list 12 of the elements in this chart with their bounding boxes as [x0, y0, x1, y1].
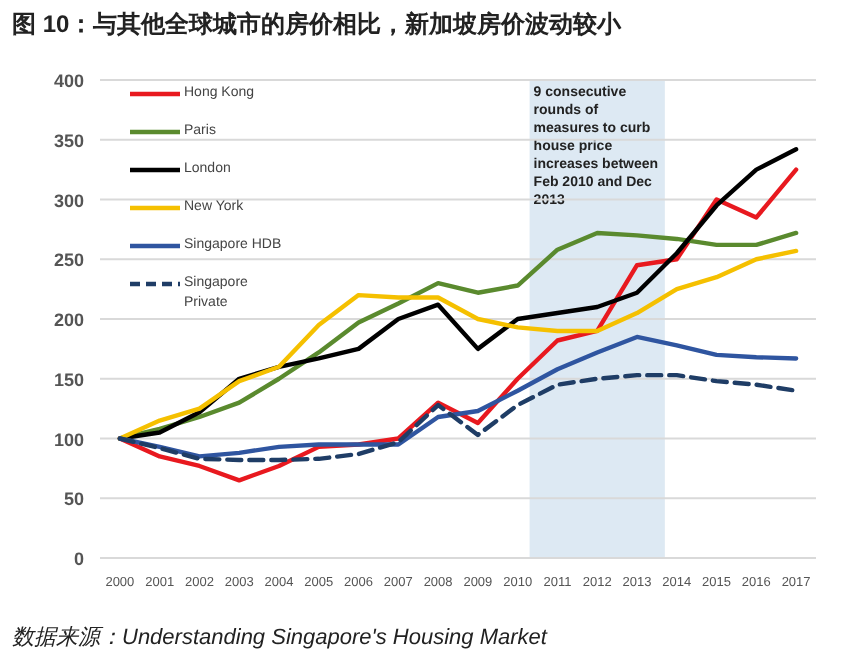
y-tick-label: 150	[53, 369, 84, 390]
y-tick-label: 350	[53, 130, 84, 151]
y-tick-label: 50	[63, 489, 84, 510]
y-tick-label: 250	[53, 250, 84, 271]
source-note: 数据来源：Understanding Singapore's Housing Market	[12, 624, 549, 650]
line-series	[117, 372, 799, 463]
y-tick-label: 0	[73, 549, 84, 569]
y-tick-label: 200	[53, 310, 84, 330]
y-tick-label: 300	[53, 190, 84, 211]
y-tick-label: 100	[53, 429, 84, 450]
y-tick-label: 400	[53, 71, 84, 91]
chart-title: 图 10：与其他全球城市的房价相比，新加坡房价波动较小	[12, 10, 624, 38]
